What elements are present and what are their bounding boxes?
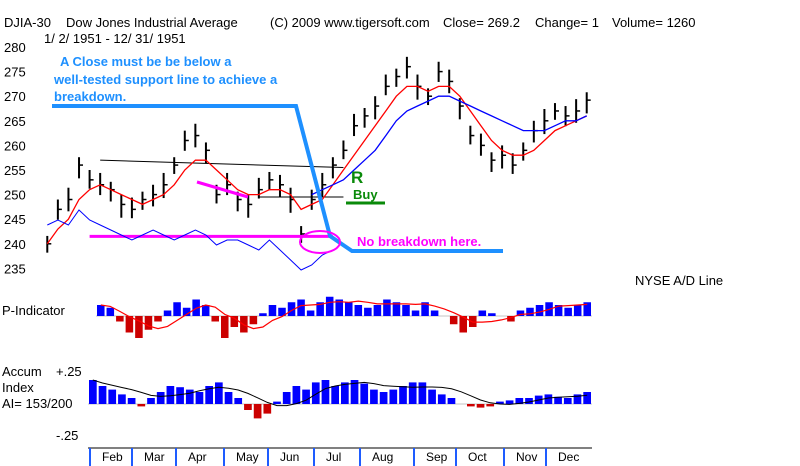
month-label: Apr: [188, 450, 207, 464]
breakdown-note-line2: well-tested support line to achieve a: [53, 72, 278, 87]
month-label: Sep: [426, 450, 448, 464]
y-tick-label: 275: [4, 65, 26, 80]
accum-label-2: Index: [2, 380, 34, 395]
buy-signal-mark: R: [351, 168, 363, 187]
accum-label-3: AI= 153/200: [2, 396, 72, 411]
y-tick-label: 245: [4, 212, 26, 227]
support-lines: [89, 159, 344, 238]
accum-ma: [92, 379, 588, 407]
month-label: Feb: [102, 450, 123, 464]
no-breakdown-note: No breakdown here.: [357, 234, 481, 249]
month-label: Oct: [468, 450, 487, 464]
breakdown-note-line1: A Close must be be below a: [60, 54, 232, 69]
accum-label-1: Accum: [2, 364, 42, 379]
header-volume: Volume= 1260: [612, 15, 695, 30]
month-label: Nov: [516, 450, 537, 464]
header-date-range: 1/ 2/ 1951 - 12/ 31/ 1951: [44, 31, 186, 46]
header-ticker: DJIA-30: [4, 15, 51, 30]
header-copyright: (C) 2009 www.tigersoft.com: [270, 15, 430, 30]
accum-bottom-value: -.25: [56, 428, 78, 443]
y-tick-label: 240: [4, 237, 26, 252]
header-name: Dow Jones Industrial Average: [66, 15, 238, 30]
y-tick-label: 280: [4, 40, 26, 55]
y-tick-label: 255: [4, 163, 26, 178]
month-label: Dec: [558, 450, 579, 464]
y-axis-ticks: 280 275 270 265 260 255 250 245 240 235: [4, 40, 26, 276]
p-indicator-ma: [100, 300, 588, 330]
month-label: Aug: [372, 450, 393, 464]
header-change: Change= 1: [535, 15, 599, 30]
breakdown-arrow: [52, 104, 503, 253]
month-axis: Feb Mar Apr May Jun Jul Aug Sep Oct Nov Dec: [88, 447, 592, 466]
month-label: Jun: [280, 450, 299, 464]
ad-line: [47, 209, 334, 271]
ad-line-group: [47, 209, 334, 271]
accum-top-value: +.25: [56, 364, 82, 379]
y-tick-label: 250: [4, 188, 26, 203]
ad-line-label: NYSE A/D Line: [635, 273, 723, 288]
accum-index-bars: [88, 379, 592, 419]
y-tick-label: 265: [4, 114, 26, 129]
p-indicator-bars: [96, 296, 592, 338]
breakdown-note-line3: breakdown.: [54, 89, 126, 104]
month-label: Jul: [326, 450, 341, 464]
buy-label: Buy: [353, 187, 378, 202]
support-line: [100, 159, 344, 169]
red-moving-average: [46, 85, 587, 245]
y-tick-label: 270: [4, 89, 26, 104]
header-close: Close= 269.2: [443, 15, 520, 30]
y-tick-label: 235: [4, 261, 26, 276]
moving-average-lines: [46, 85, 587, 245]
y-tick-label: 260: [4, 138, 26, 153]
p-indicator-label: P-Indicator: [2, 303, 66, 318]
blue-moving-average: [311, 95, 587, 196]
no-breakdown-circle: [299, 230, 341, 254]
month-label: May: [236, 450, 259, 464]
month-label: Mar: [144, 450, 165, 464]
resistance-magenta: [196, 180, 249, 199]
